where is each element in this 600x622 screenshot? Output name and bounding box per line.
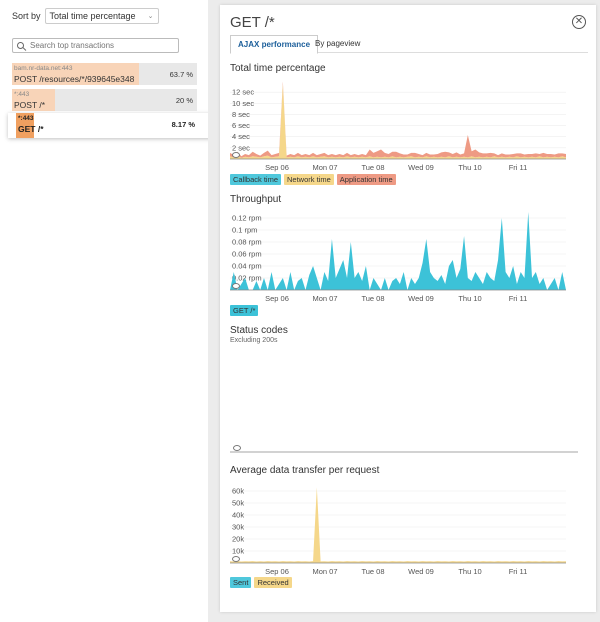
x-tick-label: Thu 10: [458, 567, 481, 576]
x-tick-label: Tue 08: [361, 163, 384, 172]
scroll-handle-icon[interactable]: [232, 283, 240, 289]
transaction-fill-bar: [12, 63, 140, 85]
x-tick-label: Tue 08: [361, 567, 384, 576]
legend-application-time[interactable]: Application time: [336, 174, 396, 185]
chart-total-time-svg: 2 sec 4 sec 6 sec 8 sec 10 sec 12 sec Sep 06 Mo…: [230, 81, 566, 172]
tab-ajax-performance[interactable]: AJAX performance: [230, 35, 319, 54]
y-tick-label: 4 sec: [232, 132, 250, 141]
detail-panel: GET /* ✕ AJAX performance By pageview To…: [220, 5, 596, 612]
legend-network-time[interactable]: Network time: [284, 174, 334, 185]
x-tick-label: Wed 09: [408, 294, 434, 303]
chart-subtitle-status-codes: Excluding 200s: [230, 337, 278, 344]
transaction-item[interactable]: bam.nr-data.net:443 POST /resources/*/93…: [12, 63, 197, 85]
y-tick-label: 12 sec: [232, 88, 254, 97]
transaction-percentage: 20 %: [175, 96, 193, 105]
legend-get[interactable]: GET /*: [230, 305, 259, 316]
x-tick-label: Mon 07: [312, 163, 337, 172]
panel-title: GET /*: [230, 14, 275, 31]
y-tick-label: 10k: [232, 547, 244, 556]
legend-throughput: GET /*: [230, 305, 259, 316]
chart-title-throughput: Throughput: [230, 194, 282, 205]
y-tick-label: 0.04 rpm: [232, 262, 262, 271]
transaction-percentage: 63.7 %: [169, 70, 193, 79]
series-area-received: [230, 487, 566, 563]
x-tick-label: Wed 09: [408, 567, 434, 576]
x-tick-label: Wed 09: [408, 163, 434, 172]
legend-data-transfer: Sent Received: [230, 577, 292, 588]
transaction-path: GET /*: [18, 124, 44, 134]
search-icon: [17, 42, 24, 49]
scroll-handle-icon[interactable]: [232, 152, 240, 158]
x-tick-label: Fri 11: [509, 294, 528, 303]
y-tick-label: 2 sec: [232, 143, 250, 152]
y-tick-label: 0.06 rpm: [232, 250, 262, 259]
sort-row: Sort by Total time percentage ⌄: [12, 8, 159, 24]
y-tick-label: 8 sec: [232, 110, 250, 119]
y-tick-label: 0.02 rpm: [232, 274, 262, 283]
chart-title-total-time: Total time percentage: [230, 63, 326, 74]
y-tick-label: 60k: [232, 487, 244, 496]
y-tick-label: 30k: [232, 523, 244, 532]
x-tick-label: Sep 06: [265, 163, 289, 172]
sort-select-value: Total time percentage: [49, 11, 136, 21]
y-tick-label: 0.12 rpm: [232, 214, 262, 223]
chart-status-codes-svg: [230, 445, 578, 453]
y-tick-label: 10 sec: [232, 99, 254, 108]
scroll-handle-icon[interactable]: [233, 445, 241, 451]
x-tick-label: Sep 06: [265, 567, 289, 576]
close-button[interactable]: ✕: [572, 15, 586, 29]
legend-total-time: Callback time Network time Application t…: [230, 174, 396, 185]
sort-label: Sort by: [12, 11, 41, 21]
x-tick-label: Tue 08: [361, 294, 384, 303]
search-box[interactable]: [12, 38, 179, 53]
close-icon: ✕: [574, 16, 584, 27]
y-tick-label: 20k: [232, 535, 244, 544]
chevron-down-icon: ⌄: [147, 13, 154, 20]
x-tick-label: Mon 07: [312, 294, 337, 303]
sort-select[interactable]: Total time percentage ⌄: [44, 8, 159, 24]
transaction-path: POST /resources/*/939645e348: [14, 74, 135, 84]
chart-title-data-transfer: Average data transfer per request: [230, 465, 380, 476]
transactions-sidebar: Sort by Total time percentage ⌄ bam.nr-d…: [0, 0, 221, 622]
x-tick-label: Fri 11: [509, 163, 528, 172]
x-tick-label: Thu 10: [458, 163, 481, 172]
chart-throughput-svg: 0.02 rpm 0.04 rpm 0.06 rpm 0.08 rpm 0.1 rpm 0…: [230, 212, 566, 303]
series-area-get-: [230, 212, 566, 290]
tab-bar: AJAX performance By pageview: [230, 35, 588, 54]
legend-received[interactable]: Received: [254, 577, 292, 588]
chart-data-transfer-svg: 10k 20k 30k 40k 50k 60k Sep 06 Mon 07 Tue 08 Wed …: [230, 487, 566, 576]
transaction-percentage: 8.17 %: [171, 120, 195, 129]
chart-throughput: 0.02 rpm 0.04 rpm 0.06 rpm 0.08 rpm 0.1 rpm 0…: [230, 208, 580, 304]
transaction-item-selected[interactable]: *:443 GET /* 8.17 %: [8, 113, 221, 138]
x-tick-label: Sep 06: [265, 294, 289, 303]
y-tick-label: 0.1 rpm: [232, 226, 257, 235]
detail-area: GET /* ✕ AJAX performance By pageview To…: [208, 0, 600, 622]
transaction-host: *:443: [18, 115, 34, 122]
x-tick-label: Fri 11: [509, 567, 528, 576]
tab-by-pageview[interactable]: By pageview: [315, 39, 361, 48]
search-input[interactable]: [30, 41, 170, 50]
legend-sent[interactable]: Sent: [230, 577, 252, 588]
y-tick-label: 40k: [232, 511, 244, 520]
transaction-fill-bar: [12, 89, 55, 111]
y-tick-label: 0.08 rpm: [232, 238, 262, 247]
x-tick-label: Mon 07: [312, 567, 337, 576]
transaction-item[interactable]: *:443 POST /* 20 %: [12, 89, 197, 111]
transaction-host: bam.nr-data.net:443: [14, 65, 73, 72]
transaction-path: POST /*: [14, 100, 46, 110]
y-tick-label: 50k: [232, 499, 244, 508]
chart-data-transfer: 10k 20k 30k 40k 50k 60k Sep 06 Mon 07 Tue 08 Wed …: [230, 481, 580, 577]
transaction-fill-bar: [16, 113, 34, 138]
chart-total-time: 2 sec 4 sec 6 sec 8 sec 10 sec 12 sec Sep 06 Mo…: [230, 77, 580, 173]
chart-status-codes: [230, 349, 580, 457]
transaction-host: *:443: [14, 91, 30, 98]
scroll-handle-icon[interactable]: [232, 556, 240, 562]
y-tick-label: 6 sec: [232, 121, 250, 130]
x-tick-label: Thu 10: [458, 294, 481, 303]
chart-title-status-codes: Status codes: [230, 325, 288, 336]
legend-callback-time[interactable]: Callback time: [230, 174, 282, 185]
